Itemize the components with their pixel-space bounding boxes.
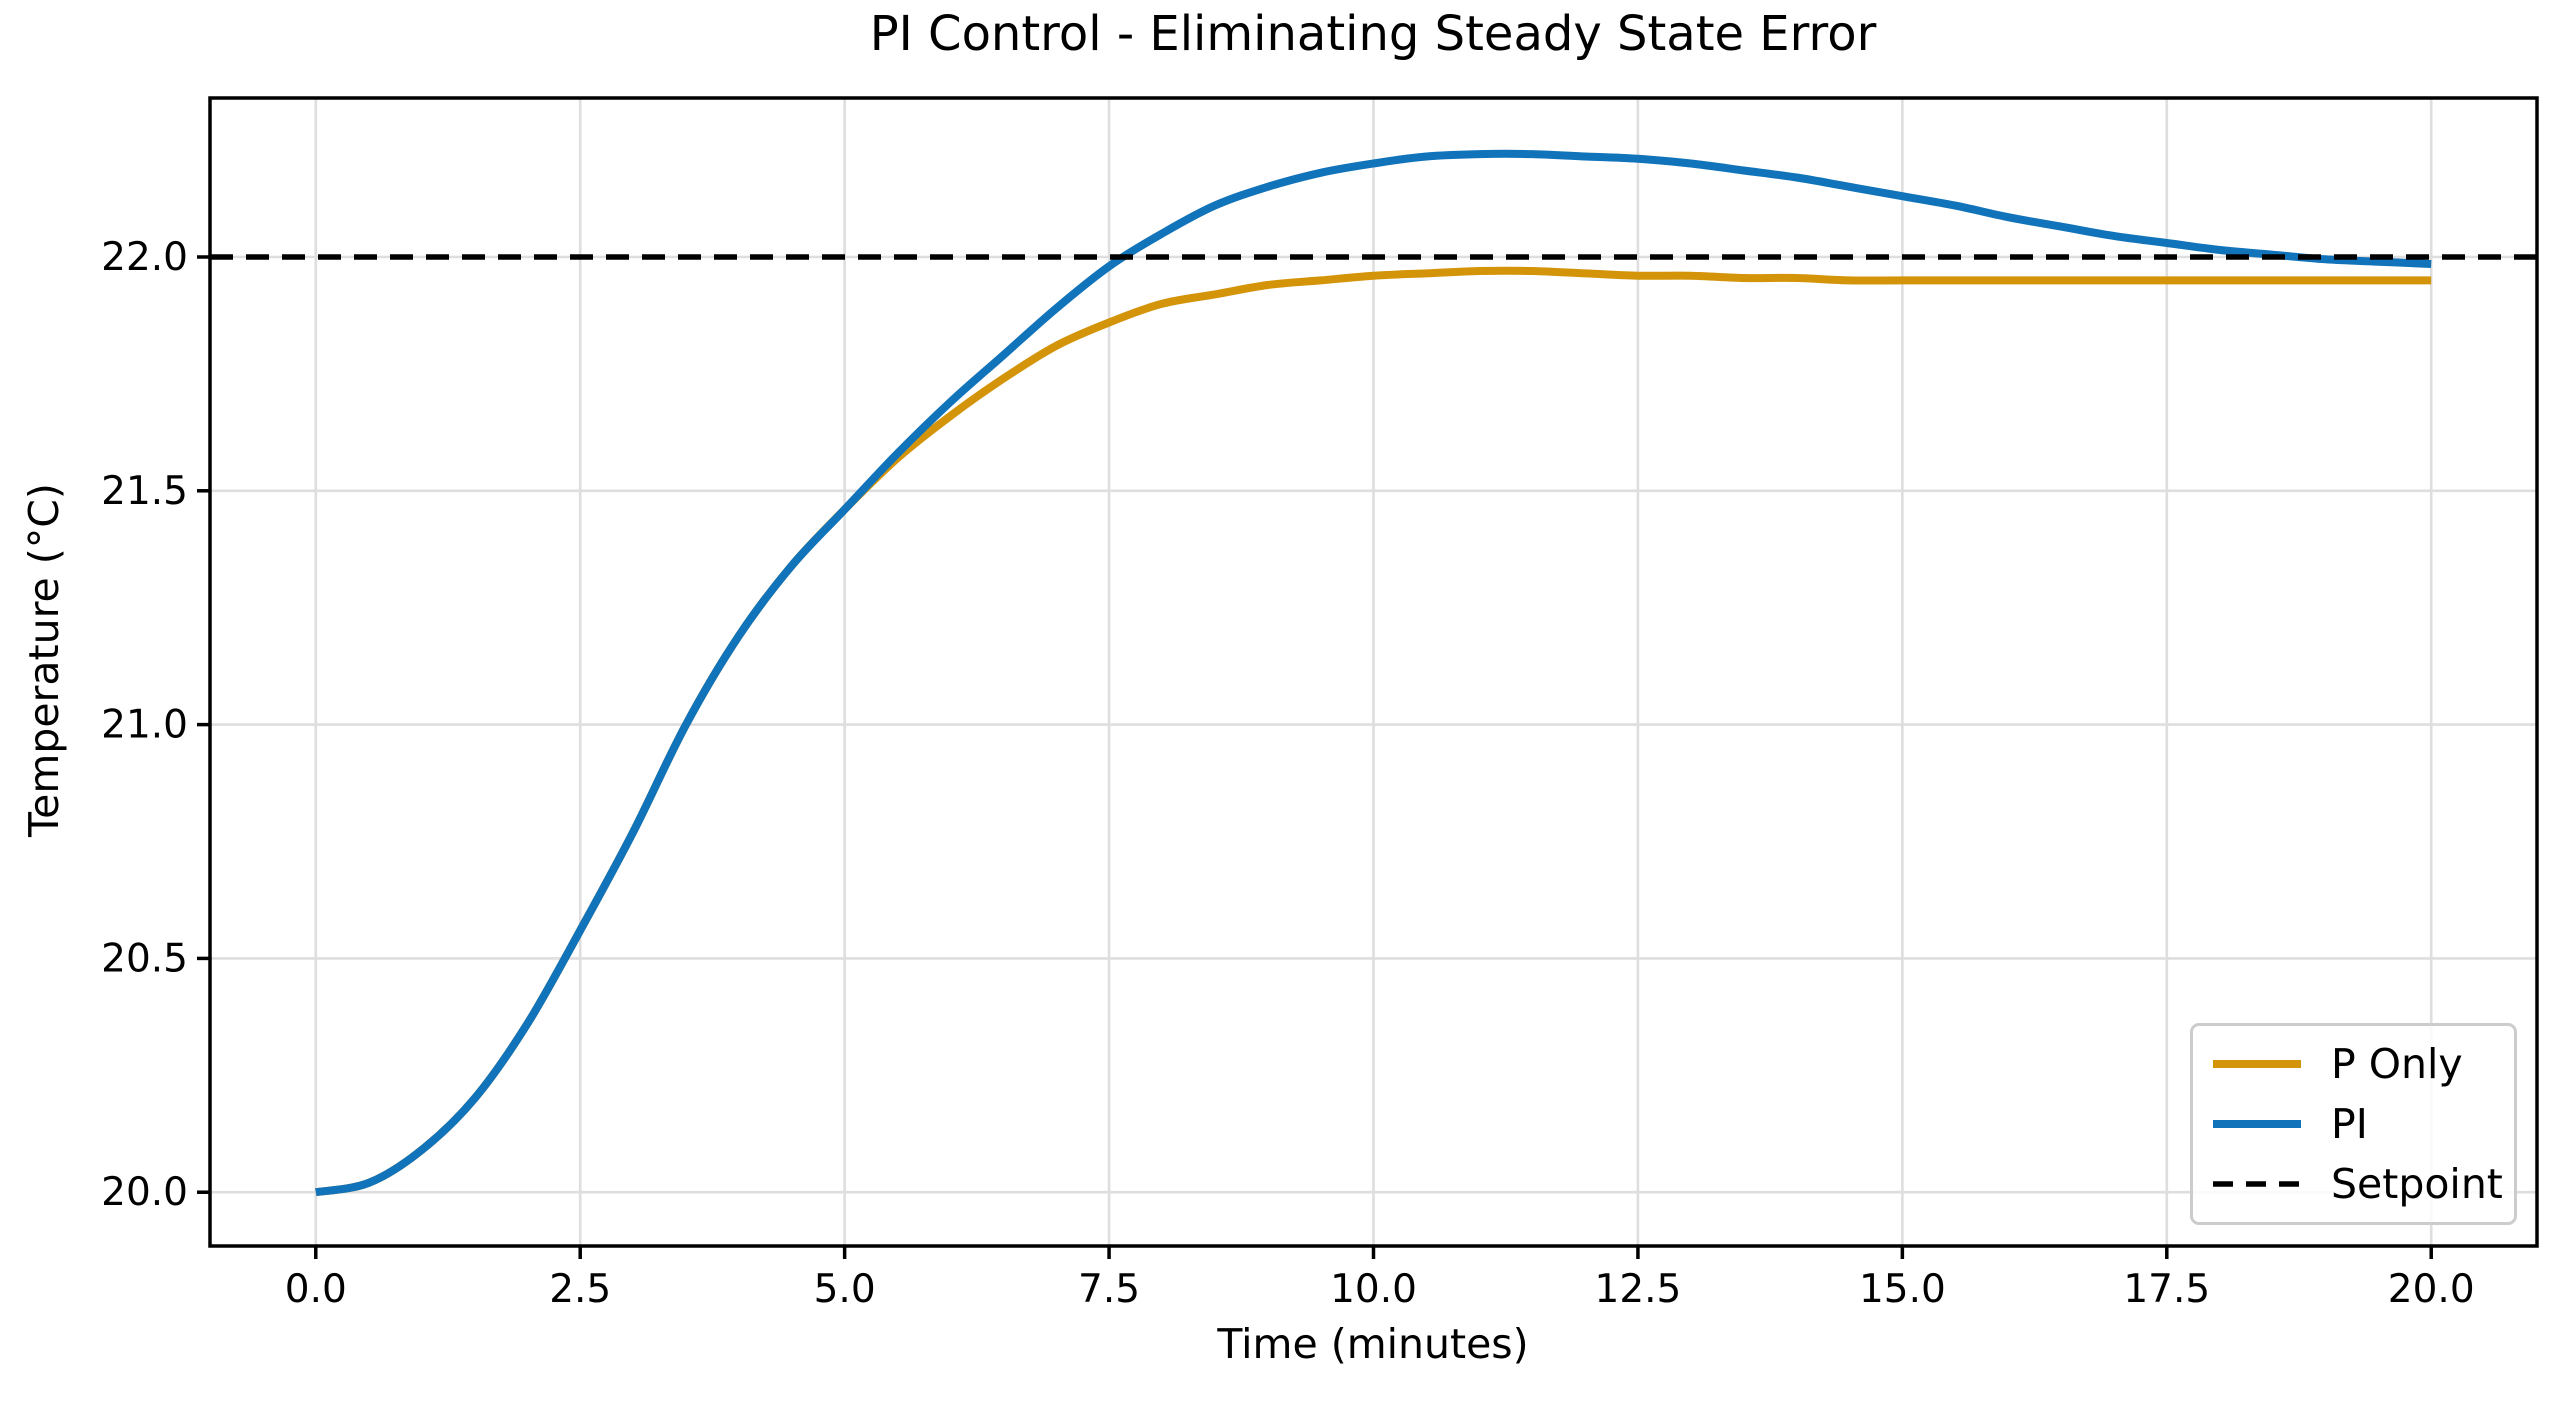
x-tick-label: 12.5 (1595, 1267, 1682, 1312)
y-tick-label: 21.0 (101, 703, 188, 748)
legend-item-p-only: P Only (2213, 1039, 2504, 1088)
y-tick-label: 22.0 (101, 235, 188, 280)
legend: P Only PI Setpoint (2190, 1023, 2517, 1225)
legend-swatch-setpoint-icon (2213, 1181, 2301, 1187)
legend-label-pi: PI (2331, 1099, 2368, 1148)
x-tick-label: 0.0 (285, 1267, 347, 1312)
x-tick-label: 17.5 (2123, 1267, 2210, 1312)
axes-spines (208, 96, 2539, 1248)
x-tick-label: 10.0 (1330, 1267, 1417, 1312)
x-tick-label: 2.5 (549, 1267, 611, 1312)
legend-swatch-pi-icon (2213, 1120, 2301, 1128)
chart-title: PI Control - Eliminating Steady State Er… (869, 6, 1877, 62)
series-line-pi (315, 149, 2432, 1197)
x-tick-label: 7.5 (1078, 1267, 1140, 1312)
legend-label-p-only: P Only (2331, 1039, 2463, 1088)
legend-label-setpoint: Setpoint (2331, 1159, 2503, 1208)
y-tick-label: 21.5 (101, 469, 188, 514)
x-tick-label: 15.0 (1859, 1267, 1946, 1312)
x-axis-label: Time (minutes) (1217, 1320, 1529, 1368)
legend-item-setpoint: Setpoint (2213, 1159, 2504, 1208)
y-tick-label: 20.0 (101, 1170, 188, 1215)
x-tick-label: 5.0 (814, 1267, 876, 1312)
x-tick-label: 20.0 (2388, 1267, 2475, 1312)
legend-item-pi: PI (2213, 1099, 2504, 1148)
y-tick-label: 20.5 (101, 936, 188, 981)
legend-swatch-p-only-icon (2213, 1060, 2301, 1068)
